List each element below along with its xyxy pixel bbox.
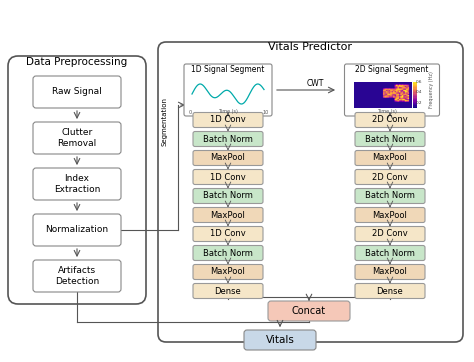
Text: 0.6: 0.6 — [416, 80, 422, 84]
FancyBboxPatch shape — [355, 227, 425, 241]
Text: Time (s): Time (s) — [218, 109, 238, 114]
FancyBboxPatch shape — [355, 245, 425, 261]
FancyBboxPatch shape — [193, 227, 263, 241]
Text: Batch Norm: Batch Norm — [365, 135, 415, 143]
Bar — [413, 94, 417, 95]
FancyBboxPatch shape — [268, 301, 350, 321]
Bar — [413, 86, 417, 87]
Text: Frequency (Hz): Frequency (Hz) — [429, 72, 434, 109]
Bar — [413, 90, 417, 91]
Text: Dense: Dense — [377, 286, 403, 295]
Bar — [413, 88, 417, 90]
Text: 1D Conv: 1D Conv — [210, 230, 246, 239]
Bar — [413, 91, 417, 92]
Bar — [413, 83, 417, 85]
Text: MaxPool: MaxPool — [210, 153, 246, 163]
Text: Normalization: Normalization — [46, 226, 109, 235]
Text: MaxPool: MaxPool — [373, 210, 408, 219]
FancyBboxPatch shape — [355, 151, 425, 165]
Bar — [413, 87, 417, 88]
Text: 1D Signal Segment: 1D Signal Segment — [191, 64, 264, 73]
FancyBboxPatch shape — [193, 283, 263, 299]
Bar — [413, 95, 417, 96]
Text: 2D Conv: 2D Conv — [372, 115, 408, 125]
Text: 2D Signal Segment: 2D Signal Segment — [356, 64, 428, 73]
Bar — [413, 96, 417, 98]
FancyBboxPatch shape — [193, 189, 263, 203]
FancyBboxPatch shape — [33, 168, 121, 200]
FancyBboxPatch shape — [355, 207, 425, 223]
FancyBboxPatch shape — [193, 245, 263, 261]
FancyBboxPatch shape — [193, 265, 263, 279]
Text: MaxPool: MaxPool — [373, 153, 408, 163]
Bar — [413, 107, 417, 108]
Text: Vitals Predictor: Vitals Predictor — [268, 42, 352, 52]
Text: 1D Conv: 1D Conv — [210, 173, 246, 181]
FancyBboxPatch shape — [193, 169, 263, 185]
FancyBboxPatch shape — [193, 113, 263, 127]
Text: 0: 0 — [189, 109, 191, 114]
Text: Batch Norm: Batch Norm — [365, 248, 415, 257]
FancyBboxPatch shape — [184, 64, 272, 116]
Bar — [413, 101, 417, 103]
Text: Batch Norm: Batch Norm — [203, 248, 253, 257]
Text: 2D Conv: 2D Conv — [372, 230, 408, 239]
Text: 0.4: 0.4 — [416, 90, 422, 94]
FancyBboxPatch shape — [8, 56, 146, 304]
FancyBboxPatch shape — [355, 189, 425, 203]
FancyBboxPatch shape — [193, 207, 263, 223]
Text: Raw Signal: Raw Signal — [52, 88, 102, 97]
Bar — [413, 104, 417, 105]
Text: 1D Conv: 1D Conv — [210, 115, 246, 125]
FancyBboxPatch shape — [193, 131, 263, 147]
Text: MaxPool: MaxPool — [210, 210, 246, 219]
Bar — [413, 98, 417, 99]
Bar — [413, 92, 417, 94]
Text: Vitals: Vitals — [265, 335, 294, 345]
Text: Batch Norm: Batch Norm — [203, 135, 253, 143]
Bar — [413, 99, 417, 100]
FancyBboxPatch shape — [33, 122, 121, 154]
FancyBboxPatch shape — [345, 64, 439, 116]
FancyBboxPatch shape — [33, 76, 121, 108]
Text: Dense: Dense — [215, 286, 241, 295]
Text: Time (s): Time (s) — [377, 109, 397, 114]
Text: MaxPool: MaxPool — [373, 268, 408, 277]
Text: Index
Extraction: Index Extraction — [54, 174, 100, 194]
FancyBboxPatch shape — [193, 151, 263, 165]
FancyBboxPatch shape — [355, 169, 425, 185]
Text: CWT: CWT — [306, 80, 324, 88]
Text: Artifacts
Detection: Artifacts Detection — [55, 266, 99, 286]
Bar — [413, 82, 417, 83]
Text: Segmentation: Segmentation — [162, 97, 168, 147]
FancyBboxPatch shape — [158, 42, 463, 342]
FancyBboxPatch shape — [355, 283, 425, 299]
Bar — [413, 103, 417, 104]
Text: 0.2: 0.2 — [416, 101, 422, 105]
FancyBboxPatch shape — [355, 113, 425, 127]
FancyBboxPatch shape — [244, 330, 316, 350]
Bar — [413, 85, 417, 86]
Text: Data Preprocessing: Data Preprocessing — [27, 57, 128, 67]
Text: Concat: Concat — [292, 306, 326, 316]
Text: Clutter
Removal: Clutter Removal — [57, 128, 97, 148]
Text: 10: 10 — [263, 109, 269, 114]
Bar — [413, 100, 417, 101]
Text: 2D Conv: 2D Conv — [372, 173, 408, 181]
FancyBboxPatch shape — [355, 265, 425, 279]
Text: MaxPool: MaxPool — [210, 268, 246, 277]
Bar — [413, 105, 417, 107]
FancyBboxPatch shape — [33, 260, 121, 292]
Text: Batch Norm: Batch Norm — [203, 191, 253, 201]
FancyBboxPatch shape — [355, 131, 425, 147]
Text: Batch Norm: Batch Norm — [365, 191, 415, 201]
FancyBboxPatch shape — [33, 214, 121, 246]
